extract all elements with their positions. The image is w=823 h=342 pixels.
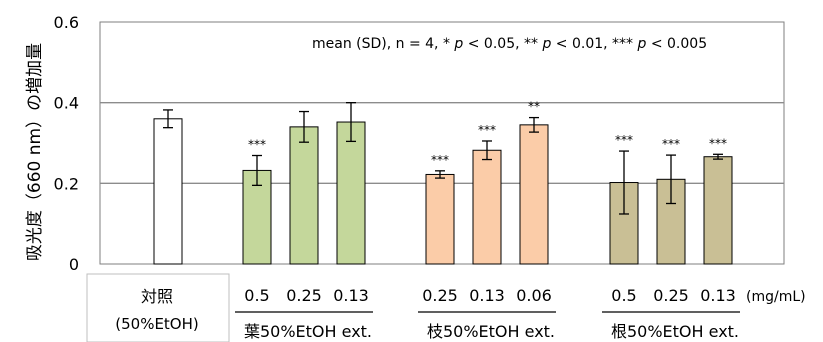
y-tick-label: 0.2 xyxy=(54,174,79,193)
bars: ************** *** *** xyxy=(153,100,733,265)
x-tick-label: 0.25 xyxy=(422,286,458,305)
significance-marker: *** xyxy=(478,123,496,137)
x-tick-labels: 0.5 0.25 0.13 0.25 0.13 0.06 0.5 0.25 0.13 xyxy=(244,286,736,305)
unit-label: (mg/mL) xyxy=(746,289,806,305)
significance-marker: *** xyxy=(431,153,449,167)
group-names: 葉50%EtOH ext. 枝50%EtOH ext. 根50%EtOH ext. xyxy=(244,322,739,341)
y-tick-label: 0.4 xyxy=(54,94,79,113)
y-tick-label: 0.6 xyxy=(54,13,79,32)
bar xyxy=(336,121,366,265)
x-tick-label: 0.13 xyxy=(700,286,736,305)
x-tick-label: 0.25 xyxy=(286,286,322,305)
stats-annotation: mean (SD), n = 4, * p < 0.05, ** p < 0.0… xyxy=(312,36,707,52)
bar xyxy=(519,124,549,265)
x-tick-label: 0.5 xyxy=(611,286,636,305)
group-name: 枝50%EtOH ext. xyxy=(427,322,555,341)
significance-marker: *** xyxy=(248,138,266,152)
significance-marker: ** xyxy=(528,100,540,114)
significance-marker: *** xyxy=(709,136,727,150)
x-tick-label: 0.06 xyxy=(516,286,552,305)
x-tick-label: 0.13 xyxy=(333,286,369,305)
y-tick-labels: 0 0.2 0.4 0.6 xyxy=(54,13,79,274)
x-tick-label: 0.5 xyxy=(244,286,269,305)
control-label-box xyxy=(86,273,230,342)
control-label-line1: 対照 xyxy=(141,287,173,306)
bar xyxy=(289,126,319,265)
significance-marker: *** xyxy=(662,137,680,151)
group-name: 葉50%EtOH ext. xyxy=(244,322,372,341)
bar xyxy=(472,149,502,265)
x-tick-label: 0.13 xyxy=(469,286,505,305)
bar xyxy=(425,173,455,265)
bar xyxy=(153,118,183,265)
y-axis-label: 吸光度（660 nm）の増加量 xyxy=(25,43,45,261)
significance-marker: *** xyxy=(615,133,633,147)
control-label-line2: (50%EtOH) xyxy=(115,315,199,333)
y-tick-label: 0 xyxy=(69,255,79,274)
bar xyxy=(703,156,733,265)
group-name: 根50%EtOH ext. xyxy=(611,322,739,341)
x-tick-label: 0.25 xyxy=(653,286,689,305)
